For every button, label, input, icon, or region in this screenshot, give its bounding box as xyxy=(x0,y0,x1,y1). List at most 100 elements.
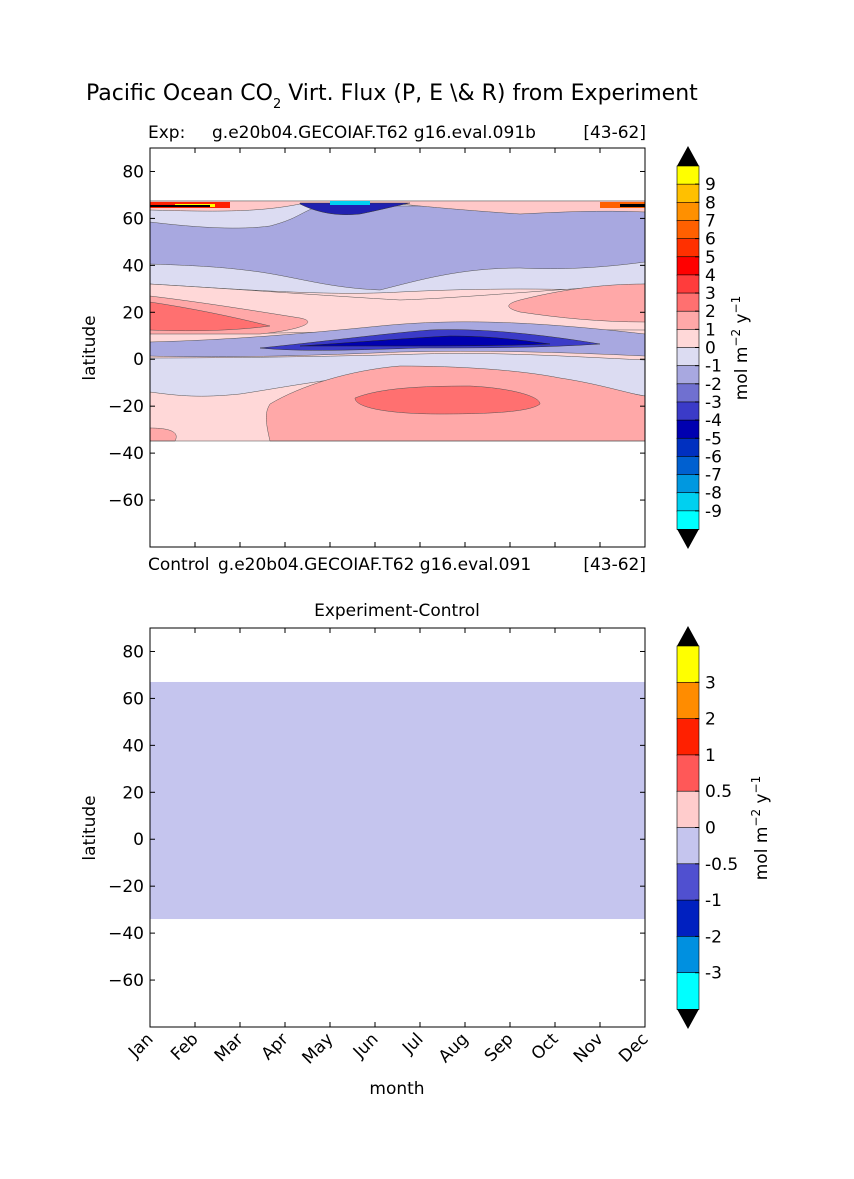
y-tick-label: 0 xyxy=(133,350,144,370)
top-region-pos1-east xyxy=(508,283,645,323)
colorbar-swatch xyxy=(676,419,700,440)
colorbar-swatch xyxy=(676,256,700,276)
colorbar-tick-label: -6 xyxy=(705,447,722,467)
x-tick-label: Mar xyxy=(211,1029,248,1066)
colorbar-swatch xyxy=(676,437,700,458)
x-tick-label: May xyxy=(299,1029,338,1068)
colorbar-swatch xyxy=(676,274,700,294)
x-tick-label: Aug xyxy=(435,1029,473,1067)
colorbar-swatch xyxy=(676,310,700,331)
colorbar-tick-label: -3 xyxy=(705,393,722,413)
colorbar-tick-label: -2 xyxy=(705,375,722,395)
colorbar-tick-label: 6 xyxy=(705,230,716,250)
x-tick-label: Jan xyxy=(124,1029,157,1062)
colorbar-swatch xyxy=(676,292,700,312)
colorbar-tick-label: 4 xyxy=(705,266,716,286)
top-edge-black-right xyxy=(620,204,645,207)
colorbar-tick-label: 0 xyxy=(705,339,716,359)
top-region-pos2-south xyxy=(354,385,541,415)
colorbar-tick-label: -7 xyxy=(705,466,722,486)
y-tick-label: 40 xyxy=(122,256,144,276)
colorbar-swatch xyxy=(676,681,700,720)
x-tick-label: Apr xyxy=(258,1029,293,1064)
top-bottom-center: g.e20b04.GECOIAF.T62 g16.eval.091 xyxy=(218,555,531,575)
colorbar-swatch xyxy=(676,238,700,258)
colorbar-tick-label: -8 xyxy=(705,484,722,504)
colorbar-swatch xyxy=(676,899,700,938)
bottom-colorbar-label: mol m−2 y−1 xyxy=(749,776,772,881)
top-region-neg2 xyxy=(150,205,645,291)
y-tick-label: 80 xyxy=(122,162,144,182)
figure-title: Pacific Ocean CO2 Virt. Flux (P, E \& R)… xyxy=(86,81,698,112)
colorbar-swatch xyxy=(676,790,700,829)
x-tick-label: Feb xyxy=(167,1029,202,1064)
y-tick-label: −60 xyxy=(108,971,144,991)
colorbar-swatch xyxy=(676,863,700,901)
bottom-diff-field xyxy=(150,681,645,920)
top-bottom-right: [43-62] xyxy=(583,555,646,575)
y-tick-label: 80 xyxy=(122,642,144,662)
top-panel: Exp: g.e20b04.GECOIAF.T62 g16.eval.091b … xyxy=(80,123,752,575)
colorbar-tick-label: -2 xyxy=(705,927,722,947)
top-region-pos2-west xyxy=(150,301,271,332)
colorbar-tick-label: -9 xyxy=(705,502,722,522)
top-edge-black-left xyxy=(150,205,210,207)
y-tick-label: 60 xyxy=(122,209,144,229)
colorbar-extend-max xyxy=(677,146,699,166)
top-title-right: [43-62] xyxy=(583,123,646,143)
top-edge-cyan xyxy=(330,201,370,205)
colorbar-tick-label: 8 xyxy=(705,193,716,213)
colorbar-swatch xyxy=(676,401,700,421)
bottom-colorbar: 3 2 1 0.5 0 -0.5 -1 -2 -3 xyxy=(676,626,738,1029)
colorbar-swatch xyxy=(676,510,700,530)
colorbar-tick-label: -0.5 xyxy=(705,855,738,875)
colorbar-swatch xyxy=(676,492,700,512)
colorbar-tick-label: -4 xyxy=(705,411,722,431)
bottom-title: Experiment-Control xyxy=(314,601,480,621)
top-contour-field xyxy=(150,200,645,442)
y-tick-label: −60 xyxy=(108,491,144,511)
colorbar-tick-label: 3 xyxy=(705,673,716,693)
top-bottom-left: Control xyxy=(148,555,209,575)
colorbar-extend-min xyxy=(677,529,699,549)
colorbar-swatch xyxy=(676,383,700,403)
y-tick-label: 60 xyxy=(122,689,144,709)
bottom-axes-frame xyxy=(149,627,646,1028)
bottom-ylabel: latitude xyxy=(80,795,100,860)
colorbar-tick-label: -5 xyxy=(705,429,722,449)
colorbar-swatch xyxy=(676,347,700,367)
colorbar-swatch xyxy=(676,202,700,222)
y-tick-label: −20 xyxy=(108,877,144,897)
colorbar-swatch xyxy=(676,936,700,974)
colorbar-swatch xyxy=(676,165,700,185)
y-tick-label: 40 xyxy=(122,736,144,756)
colorbar-swatch xyxy=(676,645,700,684)
colorbar-tick-label: -3 xyxy=(705,964,722,984)
colorbar-swatch xyxy=(676,827,700,865)
colorbar-swatch xyxy=(676,474,700,494)
y-tick-label: −40 xyxy=(108,444,144,464)
colorbar-tick-label: 2 xyxy=(705,302,716,322)
top-y-axis: 80 60 40 20 0 −20 −40 −60 xyxy=(108,148,646,547)
y-tick-label: 20 xyxy=(122,303,144,323)
x-tick-label: Jun xyxy=(349,1029,383,1063)
top-edge-blue-patch xyxy=(299,202,411,215)
x-tick-label: Sep xyxy=(481,1029,518,1066)
x-tick-label: Oct xyxy=(528,1029,563,1064)
colorbar-swatch xyxy=(676,329,700,349)
colorbar-tick-label: 5 xyxy=(705,248,716,268)
colorbar-tick-label: 2 xyxy=(705,710,716,730)
colorbar-extend-max xyxy=(677,626,699,646)
y-tick-label: −40 xyxy=(108,924,144,944)
x-tick-label: Dec xyxy=(615,1029,652,1066)
y-tick-label: 20 xyxy=(122,783,144,803)
colorbar-swatch xyxy=(676,365,700,385)
top-region-equator-neg5 xyxy=(299,335,551,347)
colorbar-tick-label: 1 xyxy=(705,746,716,766)
colorbar-swatch xyxy=(676,754,700,793)
colorbar-tick-label: -1 xyxy=(705,891,722,911)
top-title-center: g.e20b04.GECOIAF.T62 g16.eval.091b xyxy=(212,123,536,143)
y-tick-label: −20 xyxy=(108,397,144,417)
